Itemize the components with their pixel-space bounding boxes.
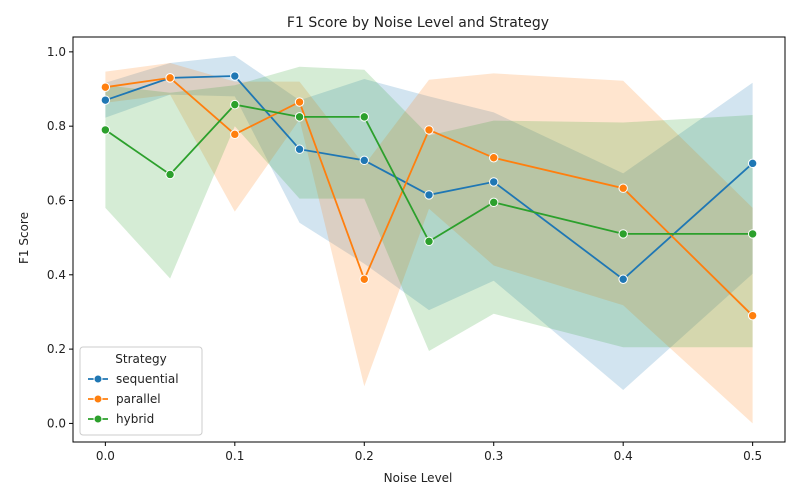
point-hybrid <box>424 236 434 247</box>
point-parallel <box>359 274 369 284</box>
legend-label-sequential: sequential <box>116 372 179 386</box>
point-sequential <box>294 144 305 154</box>
point-parallel <box>424 125 434 135</box>
point-hybrid <box>100 125 111 135</box>
point-sequential <box>424 190 434 200</box>
x-axis-label: Noise Level <box>384 471 453 485</box>
x-tick-label: 0.3 <box>484 449 503 463</box>
point-parallel <box>230 129 240 140</box>
x-tick-label: 0.0 <box>96 449 115 463</box>
legend-marker-parallel <box>93 394 103 404</box>
point-parallel <box>165 73 175 83</box>
point-parallel <box>100 82 111 92</box>
y-tick-label: 0.0 <box>47 416 66 430</box>
legend-box <box>79 346 203 436</box>
y-tick-label: 0.2 <box>47 342 66 356</box>
band-sequential <box>105 55 753 391</box>
point-hybrid <box>747 229 758 239</box>
axes: 0.0 0.1 0.2 0.3 0.4 0.5 0.0 0.2 0.4 0.6 0.8 1.0 <box>47 36 786 463</box>
y-axis-label: F1 Score <box>17 212 31 264</box>
x-tick-label: 0.5 <box>743 449 762 463</box>
point-parallel <box>489 153 499 163</box>
y-tick-label: 0.4 <box>47 268 66 282</box>
y-tick-label: 0.6 <box>47 193 66 207</box>
plot-frame <box>72 36 786 443</box>
confidence-bands <box>105 55 753 424</box>
point-sequential <box>100 95 111 105</box>
x-tick-label: 0.2 <box>355 449 374 463</box>
chart-title: F1 Score by Noise Level and Strategy <box>287 15 549 31</box>
legend-title: Strategy <box>115 352 166 366</box>
band-parallel <box>105 63 753 424</box>
legend-marker-hybrid <box>93 414 103 424</box>
legend-label-parallel: parallel <box>116 392 161 406</box>
x-tick-label: 0.4 <box>614 449 633 463</box>
point-parallel <box>618 183 628 193</box>
point-sequential <box>747 158 758 169</box>
point-hybrid <box>618 229 628 239</box>
legend-marker-sequential <box>93 374 103 384</box>
point-hybrid <box>489 197 499 208</box>
point-sequential <box>230 71 240 81</box>
point-hybrid <box>294 112 305 122</box>
band-hybrid <box>105 66 753 351</box>
legend: Strategy sequential parallel hybrid <box>79 346 203 436</box>
point-hybrid <box>359 112 369 122</box>
x-tick-label: 0.1 <box>225 449 244 463</box>
y-tick-label: 1.0 <box>47 45 66 59</box>
point-sequential <box>489 177 499 187</box>
y-tick-label: 0.8 <box>47 119 66 133</box>
point-parallel <box>294 97 305 107</box>
point-parallel <box>747 310 758 321</box>
point-hybrid <box>230 99 240 110</box>
point-hybrid <box>165 169 175 180</box>
point-sequential <box>618 274 628 284</box>
point-sequential <box>359 155 369 166</box>
legend-label-hybrid: hybrid <box>116 412 154 426</box>
series-markers <box>100 71 758 321</box>
